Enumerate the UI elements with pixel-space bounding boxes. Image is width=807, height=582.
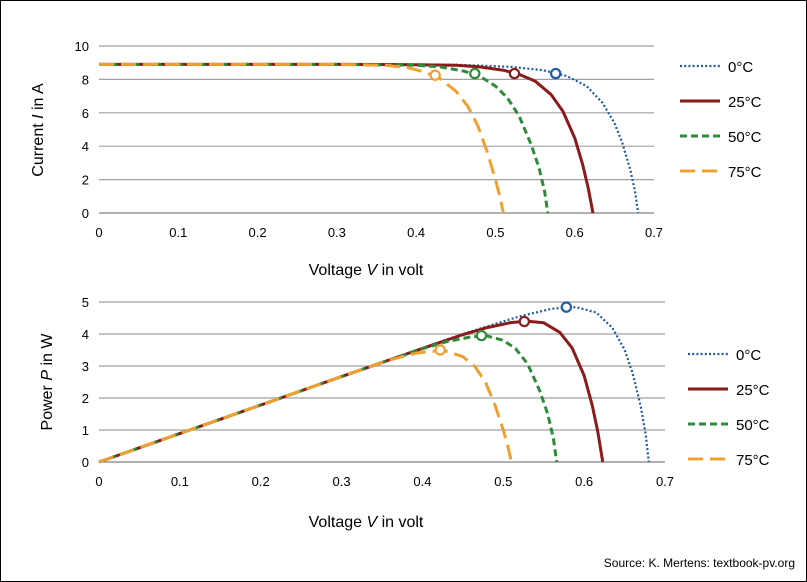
y-axis-label: Power P in W — [39, 333, 56, 431]
x-tick-label: 0.6 — [566, 225, 584, 240]
x-tick-label: 0.7 — [656, 474, 674, 489]
legend-label-75C: 75°C — [728, 164, 762, 181]
series-line-50C — [98, 334, 559, 464]
source-credit: Source: K. Mertens: textbook-pv.org — [604, 556, 795, 570]
series-line-75C — [99, 62, 505, 214]
mpp-point-75C — [429, 69, 441, 81]
y-tick-label: 2 — [82, 173, 89, 188]
x-axis-label: Voltage V in volt — [309, 262, 424, 279]
series-line-50C — [99, 62, 550, 214]
legend-label-50C: 50°C — [728, 129, 762, 146]
series-line-75C — [98, 349, 513, 464]
x-tick-label: 0.5 — [494, 474, 512, 489]
series-line-25C — [98, 319, 605, 464]
y-tick-label: 6 — [82, 106, 89, 121]
legend-label-25C: 25°C — [728, 94, 762, 111]
mpp-point-50C — [469, 67, 481, 80]
legend-label-0C: 0°C — [728, 59, 753, 76]
y-tick-label: 3 — [82, 359, 89, 374]
x-tick-label: 0.1 — [171, 474, 189, 489]
series-line-0C — [99, 63, 640, 214]
x-tick-label: 0 — [95, 225, 102, 240]
x-tick-label: 0.6 — [575, 474, 593, 489]
y-tick-label: 4 — [82, 327, 89, 342]
y-tick-label: 0 — [82, 455, 89, 470]
legend-label-0C: 0°C — [736, 347, 761, 364]
x-axis-label: Voltage V in volt — [309, 514, 424, 531]
mpp-point-0C — [560, 301, 573, 313]
x-tick-label: 0.7 — [645, 225, 663, 240]
x-tick-label: 0.2 — [249, 225, 267, 240]
series-line-25C — [99, 62, 595, 214]
y-tick-label: 0 — [82, 206, 89, 221]
x-tick-label: 0.4 — [413, 474, 431, 489]
y-tick-label: 1 — [82, 423, 89, 438]
y-tick-label: 4 — [82, 139, 89, 154]
mpp-point-0C — [549, 67, 562, 80]
legend-label-75C: 75°C — [736, 452, 770, 469]
power-voltage-chart: 0 1 2 3 4 5 0 0.1 0.2 0.3 0.4 0.5 0.6 0.7 Voltage V in… — [39, 295, 770, 531]
x-tick-label: 0.3 — [328, 225, 346, 240]
series-line-0C — [98, 306, 650, 464]
legend-label-50C: 50°C — [736, 417, 770, 434]
x-tick-label: 0.3 — [333, 474, 351, 489]
y-tick-label: 2 — [82, 391, 89, 406]
y-tick-label: 8 — [82, 72, 89, 87]
x-tick-label: 0.5 — [486, 225, 504, 240]
current-voltage-chart: 0 2 4 6 8 10 0 0.1 0.2 0.3 0.4 0.5 0.6 0.7 Voltage V i… — [30, 39, 762, 279]
mpp-point-75C — [434, 344, 446, 356]
mpp-point-25C — [518, 315, 531, 328]
x-tick-label: 0.4 — [407, 225, 425, 240]
y-tick-label: 5 — [82, 295, 89, 310]
legend-label-25C: 25°C — [736, 382, 770, 399]
x-tick-label: 0.1 — [169, 225, 187, 240]
mpp-point-50C — [475, 329, 488, 342]
x-tick-label: 0 — [95, 474, 102, 489]
x-tick-label: 0.2 — [252, 474, 270, 489]
y-axis-label: Current I in A — [30, 83, 47, 177]
mpp-point-25C — [508, 67, 521, 80]
y-tick-label: 10 — [75, 39, 89, 54]
